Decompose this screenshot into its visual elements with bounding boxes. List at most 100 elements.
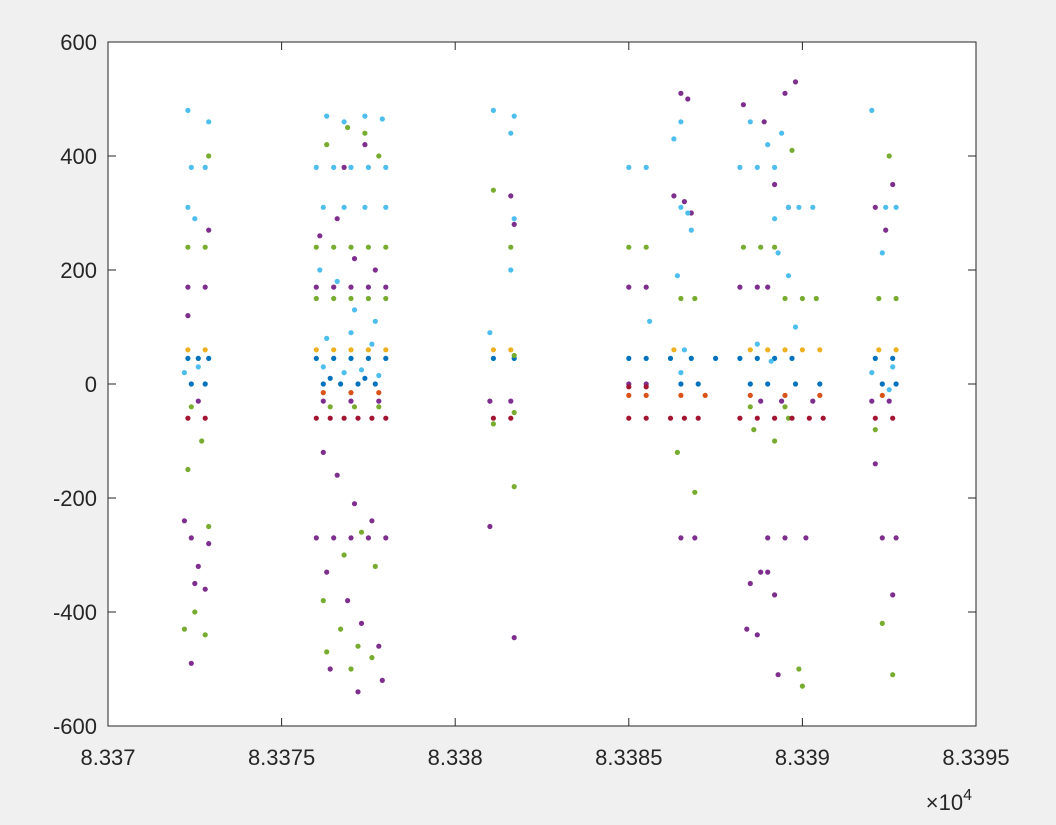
data-point-purple xyxy=(341,164,347,170)
data-point-green xyxy=(202,244,208,250)
data-point-cyan xyxy=(792,324,799,330)
data-point-purple xyxy=(487,398,493,404)
data-point-orange xyxy=(348,390,354,396)
data-point-purple xyxy=(188,535,194,541)
data-point-blue xyxy=(792,381,799,387)
data-point-blue xyxy=(320,381,326,387)
data-point-green xyxy=(876,295,882,302)
data-point-purple xyxy=(511,221,517,227)
data-point-purple xyxy=(345,598,351,604)
data-point-cyan xyxy=(185,204,191,210)
data-point-purple xyxy=(765,284,771,290)
data-point-red xyxy=(383,415,389,421)
data-point-orange xyxy=(320,390,326,396)
data-point-cyan xyxy=(754,341,760,347)
data-point-red xyxy=(643,415,649,421)
data-point-green xyxy=(692,489,698,495)
data-point-purple xyxy=(351,501,358,507)
y-tick-label: 200 xyxy=(60,258,97,283)
data-point-green xyxy=(872,427,878,433)
data-point-yellow xyxy=(490,347,496,353)
data-point-green xyxy=(313,244,319,250)
data-point-green xyxy=(348,666,354,672)
data-point-blue xyxy=(688,355,694,361)
data-point-cyan xyxy=(195,364,201,370)
data-point-yellow xyxy=(331,347,337,353)
data-point-cyan xyxy=(341,370,347,376)
data-point-green xyxy=(324,142,330,148)
data-point-red xyxy=(490,415,496,421)
data-point-purple xyxy=(810,398,816,404)
data-point-red xyxy=(313,415,319,421)
data-point-cyan xyxy=(185,107,191,113)
data-point-red xyxy=(667,415,674,421)
data-point-red xyxy=(681,415,688,421)
data-point-cyan xyxy=(775,250,781,256)
data-point-cyan xyxy=(324,335,330,341)
data-point-cyan xyxy=(747,119,753,125)
data-point-red xyxy=(643,384,649,390)
y-tick-label: 600 xyxy=(60,30,97,55)
plot-area xyxy=(108,42,976,726)
data-point-blue xyxy=(313,355,319,361)
data-point-red xyxy=(772,415,778,421)
data-point-red xyxy=(369,415,375,421)
data-point-blue xyxy=(893,381,899,387)
data-point-purple xyxy=(320,449,326,455)
data-point-green xyxy=(185,466,191,473)
data-point-blue xyxy=(667,355,674,361)
data-point-purple xyxy=(185,313,191,319)
data-point-blue xyxy=(626,355,632,361)
data-point-blue xyxy=(747,381,753,387)
data-point-cyan xyxy=(785,204,792,210)
data-point-cyan xyxy=(785,273,792,279)
x-tick-label: 8.3385 xyxy=(595,745,662,770)
data-point-green xyxy=(320,598,326,604)
data-point-purple xyxy=(188,660,194,666)
data-point-purple xyxy=(348,284,354,290)
data-point-green xyxy=(376,404,382,410)
data-point-blue xyxy=(713,355,719,361)
data-point-purple xyxy=(181,518,187,524)
data-point-purple xyxy=(758,398,764,404)
data-point-green xyxy=(758,244,764,250)
data-point-green xyxy=(692,295,698,302)
data-point-cyan xyxy=(324,113,330,119)
data-point-blue xyxy=(338,381,344,387)
data-point-purple xyxy=(872,204,878,210)
data-point-red xyxy=(202,415,208,421)
data-point-cyan xyxy=(508,267,514,273)
data-point-purple xyxy=(803,535,809,541)
data-point-green xyxy=(799,295,806,302)
data-point-green xyxy=(782,404,788,410)
data-point-purple xyxy=(320,398,326,404)
data-point-red xyxy=(890,415,896,421)
data-point-cyan xyxy=(678,204,684,210)
data-point-purple xyxy=(747,580,753,587)
data-point-purple xyxy=(692,535,698,541)
data-point-green xyxy=(206,523,212,530)
data-point-cyan xyxy=(341,204,347,210)
data-point-purple xyxy=(206,227,212,233)
data-point-red xyxy=(626,384,632,390)
data-point-cyan xyxy=(796,204,802,210)
data-point-purple xyxy=(772,592,778,598)
data-point-blue xyxy=(348,355,354,361)
data-point-cyan xyxy=(348,164,354,170)
data-point-green xyxy=(348,295,354,302)
data-point-green xyxy=(643,244,649,250)
data-point-cyan xyxy=(383,164,389,170)
data-point-purple xyxy=(511,635,517,641)
data-point-purple xyxy=(334,216,340,222)
data-point-cyan xyxy=(188,164,194,170)
data-point-green xyxy=(799,683,806,689)
data-point-purple xyxy=(331,284,337,290)
data-point-cyan xyxy=(320,204,326,210)
data-point-yellow xyxy=(365,347,371,353)
data-point-green xyxy=(796,666,802,672)
data-point-cyan xyxy=(765,142,771,148)
data-point-blue xyxy=(643,355,649,361)
data-point-cyan xyxy=(779,130,785,136)
data-point-purple xyxy=(671,193,677,199)
